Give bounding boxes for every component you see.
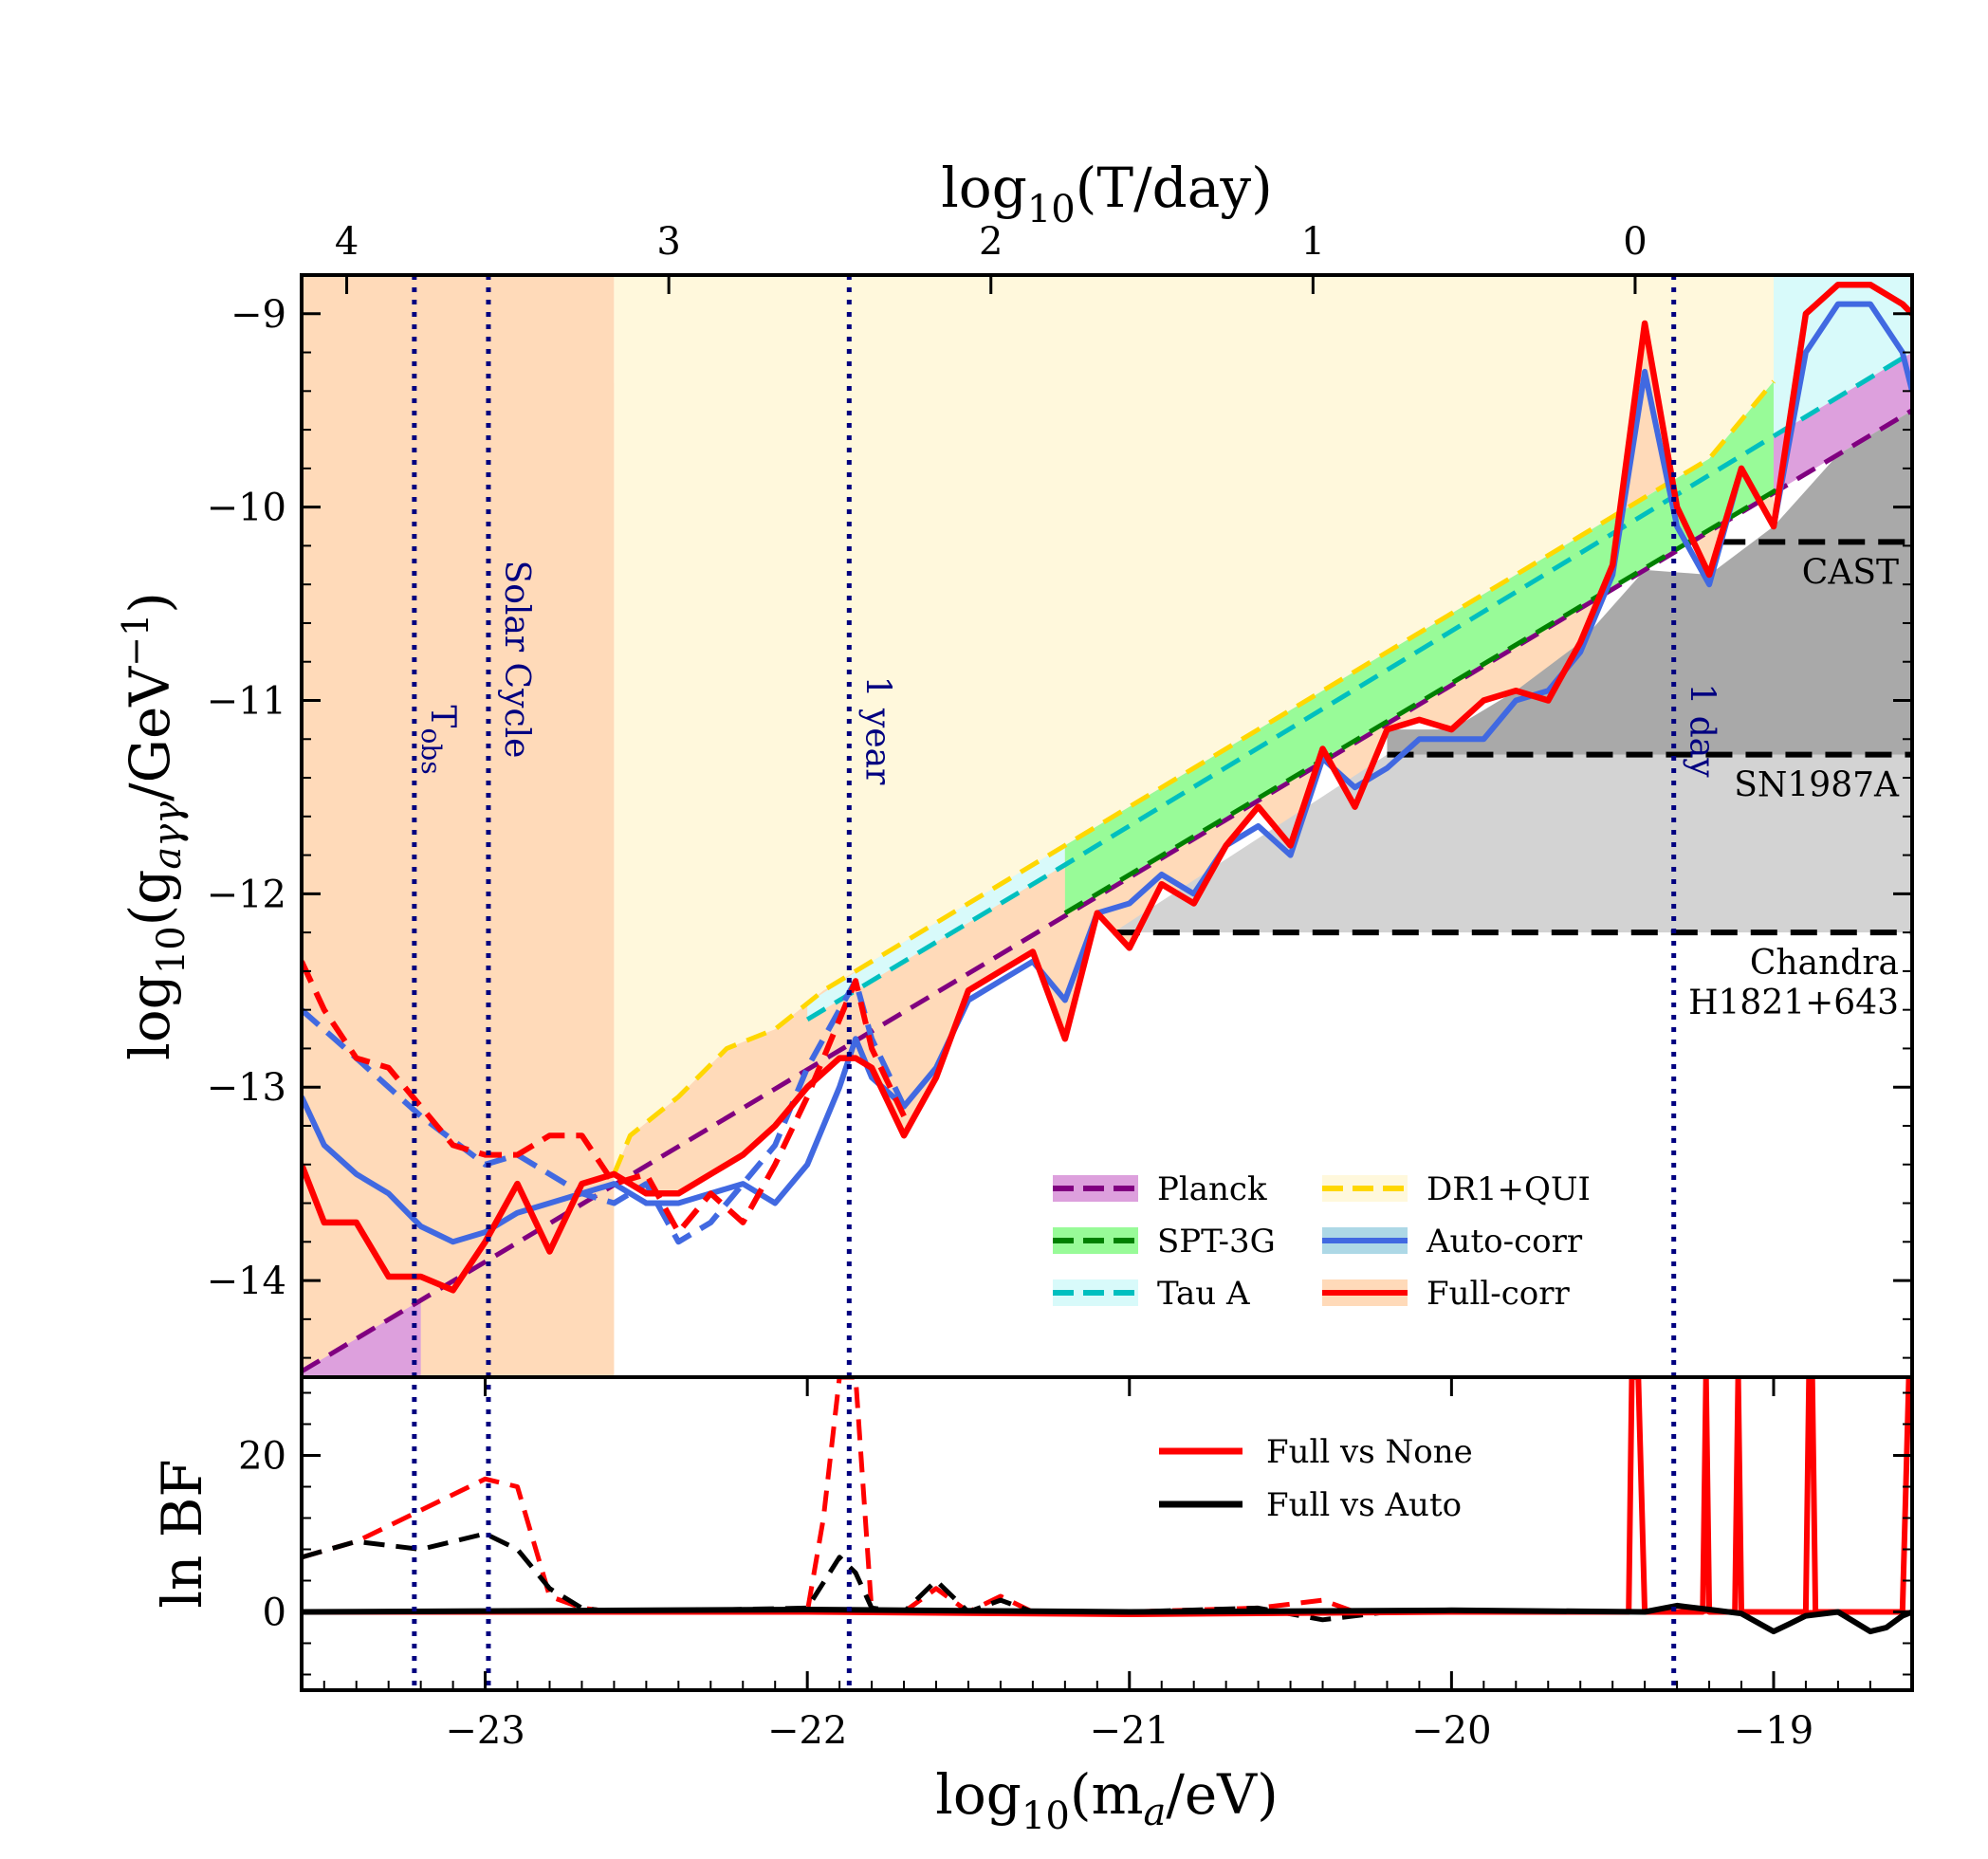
y-tick-label: −14 — [207, 1260, 286, 1303]
sn1987a-excluded-region — [1387, 410, 1912, 755]
planck-legend-label: Planck — [1157, 1170, 1267, 1208]
full-corr-region-band — [614, 323, 1774, 1194]
full-vs-none-legend-label: Full vs None — [1266, 1433, 1473, 1471]
top-x-tick-label: 4 — [335, 220, 359, 264]
full-corr-dashed-line — [302, 960, 907, 1236]
chandra-excluded-region — [1113, 754, 1912, 933]
auto-corr-dashed-line — [302, 978, 907, 1245]
x-tick-label: −23 — [445, 1709, 525, 1753]
tau-a-line — [805, 350, 1912, 1022]
top-axis-title: log10(T/day) — [941, 156, 1272, 231]
y-tick-label: −13 — [207, 1066, 286, 1110]
chandra-label-line2: H1821+643 — [1688, 984, 1899, 1022]
tau-a-region — [807, 845, 1065, 1020]
spt-3g-line — [1063, 486, 1782, 915]
full-vs-none-dashed-line — [302, 1377, 1517, 1614]
bf-y-tick-label: 0 — [263, 1592, 286, 1635]
y-tick-label: −12 — [207, 873, 286, 916]
1-day-vline-label-group: 1 day — [1683, 683, 1721, 778]
cast-label: CAST — [1802, 553, 1899, 592]
top-x-tick-label: 3 — [656, 220, 680, 264]
x-tick-label: −22 — [767, 1709, 847, 1753]
x-axis-title: log10(ma/eV) — [935, 1762, 1278, 1838]
y-tick-label: −9 — [230, 293, 286, 337]
1-year-vline-label-group: 1 year — [857, 676, 896, 785]
auto-corr-legend-label: Auto-corr — [1426, 1223, 1583, 1261]
dr1-qui-legend-label: DR1+QUI — [1427, 1170, 1591, 1208]
t-vline-label-group: Tobs — [415, 705, 462, 774]
y-axis-title: log10(gaγγ/GeV−1) — [115, 592, 193, 1060]
dr1-qui-line — [612, 379, 1776, 1175]
1-year-vline-label: 1 year — [857, 676, 896, 785]
top-x-tick-label: 0 — [1623, 220, 1647, 264]
y-tick-label: −10 — [207, 487, 286, 530]
tau-a-legend-label: Tau A — [1157, 1275, 1250, 1313]
full-corr-region — [302, 275, 615, 1377]
solar-cycle-vline-label: Solar Cycle — [497, 561, 536, 759]
full-vs-auto-legend-label: Full vs Auto — [1266, 1486, 1462, 1524]
full-vs-auto-line — [302, 1602, 1912, 1635]
top-x-tick-label: 1 — [1301, 220, 1325, 264]
full-corr-legend-label: Full-corr — [1427, 1275, 1570, 1313]
x-tick-label: −20 — [1411, 1709, 1491, 1753]
bf-axis-title: ln BF — [150, 1459, 214, 1608]
t-vline-label: Tobs — [415, 705, 462, 774]
x-tick-label: −21 — [1090, 1709, 1169, 1753]
bf-y-tick-label: 20 — [238, 1435, 286, 1479]
chandra-label: Chandra — [1750, 944, 1899, 983]
x-tick-label: −19 — [1734, 1709, 1813, 1753]
planck-region-right — [1773, 352, 1912, 493]
lower-panel-frame — [300, 1375, 1914, 1692]
y-tick-label: −11 — [207, 679, 286, 723]
solar-cycle-vline-label-group: Solar Cycle — [497, 561, 536, 759]
spt-3g-region — [1064, 381, 1774, 913]
dr1-qui-region — [614, 275, 1774, 1174]
1-day-vline-label: 1 day — [1683, 683, 1721, 778]
top-x-tick-label: 2 — [979, 220, 1003, 264]
y-axis-title-group: log10(gaγγ/GeV−1) — [115, 592, 193, 1060]
sn1987a-label: SN1987A — [1734, 766, 1900, 805]
spt-3g-legend-label: SPT-3G — [1157, 1223, 1276, 1261]
full-corr-line — [302, 281, 1912, 1294]
bf-axis-title-group: ln BF — [150, 1459, 214, 1608]
